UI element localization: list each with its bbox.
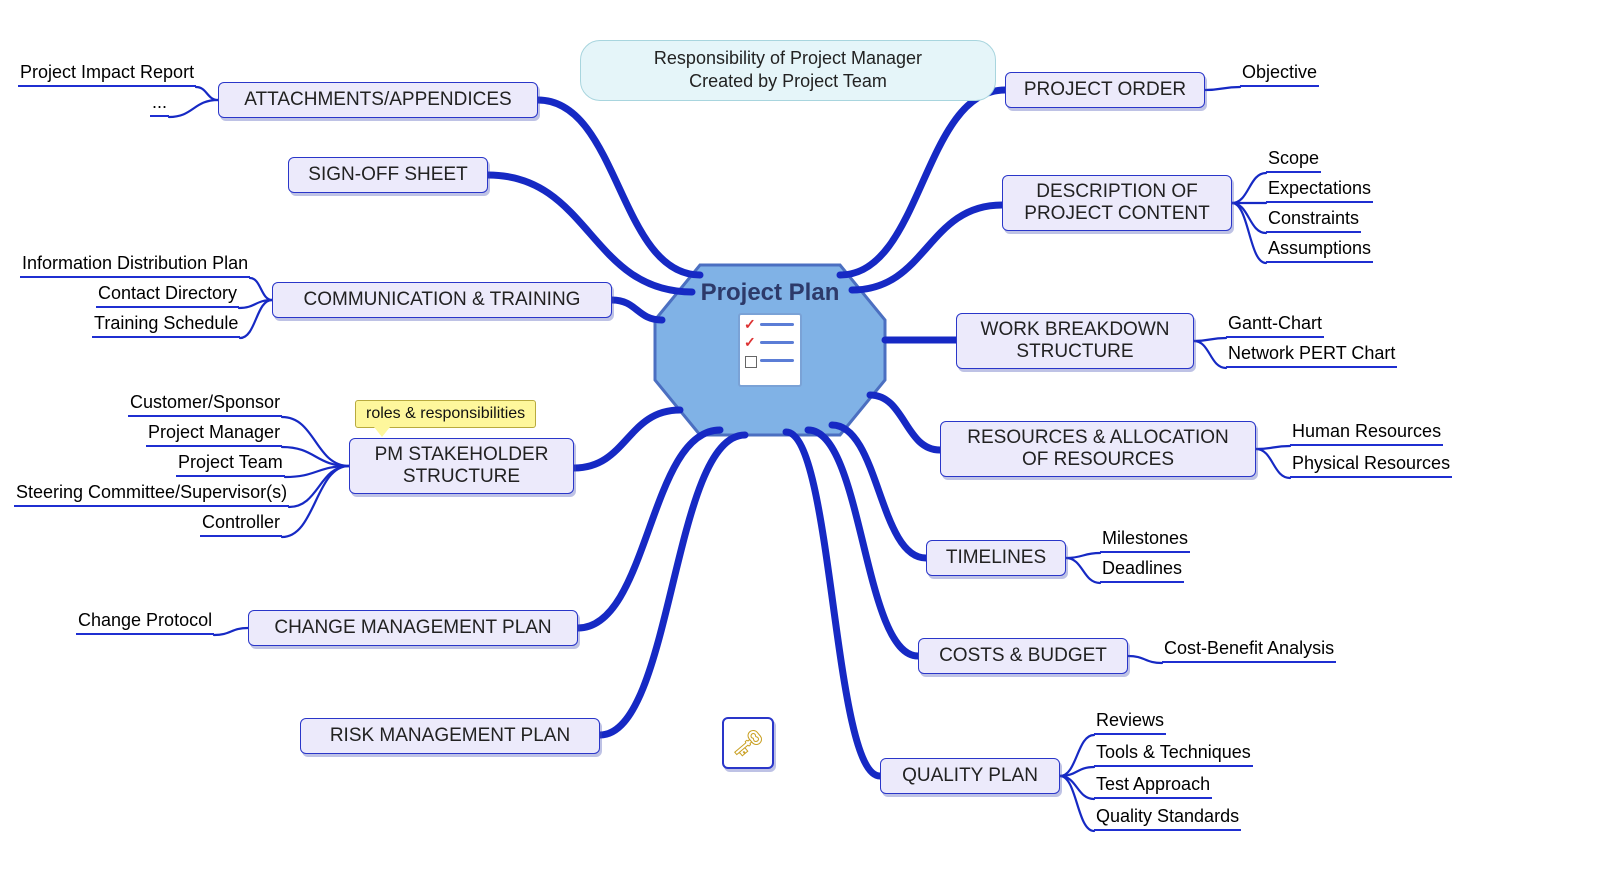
leaf: Contact Directory [96,283,239,308]
branch-wbs: WORK BREAKDOWNSTRUCTURE [956,313,1194,369]
callout-label: roles & responsibilities [366,405,525,422]
leaf: Tools & Techniques [1094,742,1253,767]
leaf: Reviews [1094,710,1166,735]
branch-timelines: TIMELINES [926,540,1066,576]
subtitle-line: Responsibility of Project Manager [603,47,973,70]
leaf: Steering Committee/Supervisor(s) [14,482,289,507]
leaf: Information Distribution Plan [20,253,250,278]
key-glyph: 🗝 [731,728,764,759]
leaf: Project Impact Report [18,62,196,87]
branch-risk: RISK MANAGEMENT PLAN [300,718,600,754]
key-icon: 🗝 [722,717,774,769]
leaf: Gantt-Chart [1226,313,1324,338]
subtitle-line: Created by Project Team [603,70,973,93]
leaf: Assumptions [1266,238,1373,263]
leaf: Physical Resources [1290,453,1452,478]
leaf: Milestones [1100,528,1190,553]
leaf: Network PERT Chart [1226,343,1397,368]
mindmap-canvas: Responsibility of Project ManagerCreated… [0,0,1600,884]
leaf: Cost-Benefit Analysis [1162,638,1336,663]
branch-stakeholder: PM STAKEHOLDERSTRUCTURE [349,438,574,494]
checklist-icon [738,313,802,387]
subtitle-box: Responsibility of Project ManagerCreated… [580,40,996,101]
leaf: Project Team [176,452,285,477]
leaf: Expectations [1266,178,1373,203]
leaf: Controller [200,512,282,537]
branch-order: PROJECT ORDER [1005,72,1205,108]
center-node: Project Plan [655,265,885,435]
leaf: Human Resources [1290,421,1443,446]
leaf: ... [150,92,169,117]
branch-quality: QUALITY PLAN [880,758,1060,794]
leaf: Scope [1266,148,1321,173]
branch-description: DESCRIPTION OFPROJECT CONTENT [1002,175,1232,231]
branch-signoff: SIGN-OFF SHEET [288,157,488,193]
leaf: Objective [1240,62,1319,87]
leaf: Quality Standards [1094,806,1241,831]
branch-change: CHANGE MANAGEMENT PLAN [248,610,578,646]
leaf: Project Manager [146,422,282,447]
roles-callout: roles & responsibilities [355,400,536,428]
leaf: Change Protocol [76,610,214,635]
leaf: Deadlines [1100,558,1184,583]
branch-costs: COSTS & BUDGET [918,638,1128,674]
leaf: Training Schedule [92,313,240,338]
branch-communication: COMMUNICATION & TRAINING [272,282,612,318]
leaf: Constraints [1266,208,1361,233]
leaf: Test Approach [1094,774,1212,799]
branch-attachments: ATTACHMENTS/APPENDICES [218,82,538,118]
branch-resources: RESOURCES & ALLOCATIONOF RESOURCES [940,421,1256,477]
center-label: Project Plan [701,279,840,307]
leaf: Customer/Sponsor [128,392,282,417]
